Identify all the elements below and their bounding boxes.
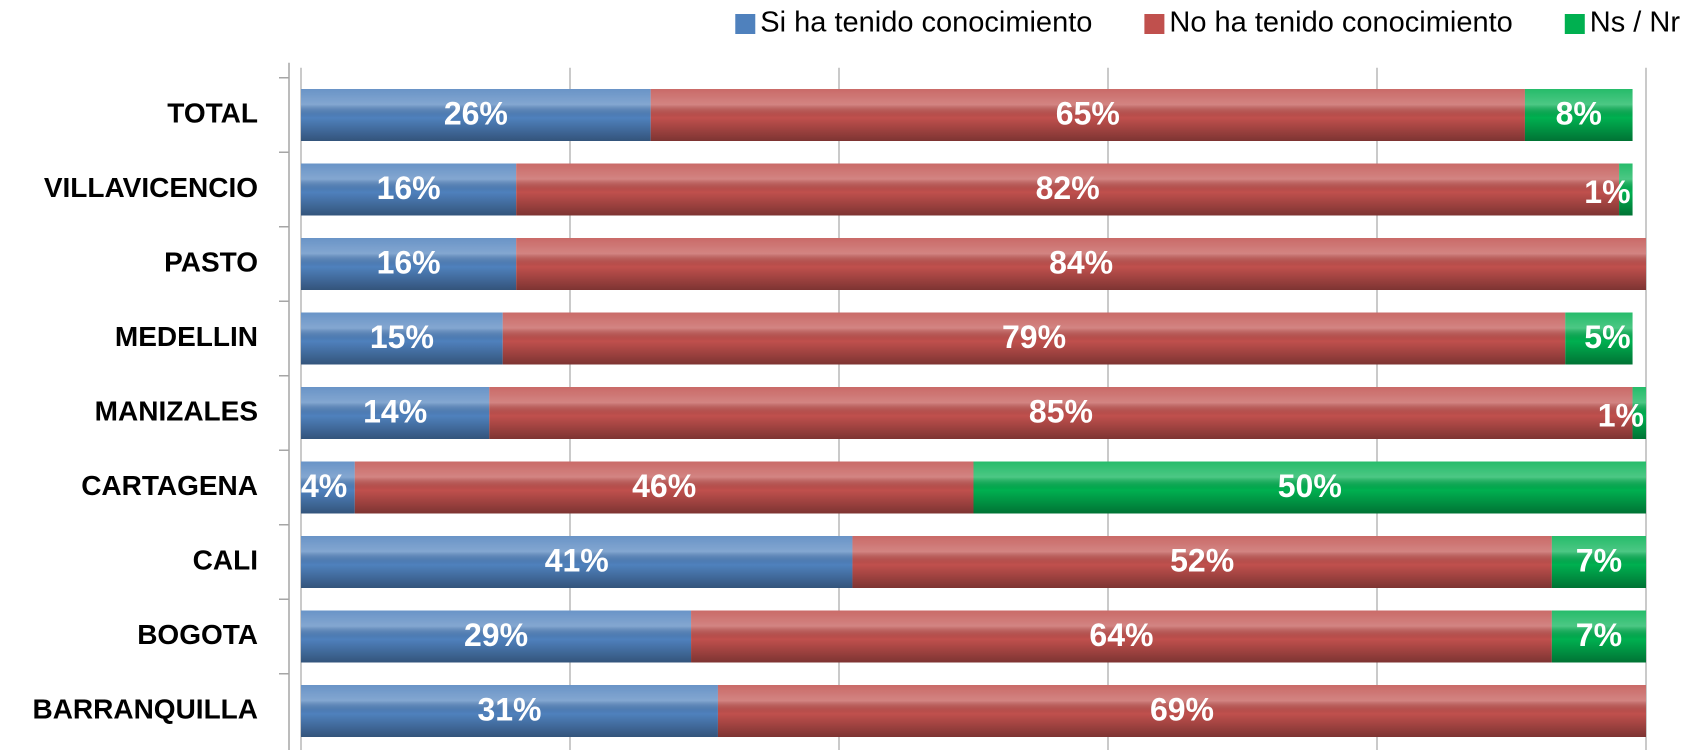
value-label: 69% — [1150, 691, 1214, 727]
bar-shine — [301, 610, 692, 663]
category-label: VILLAVICENCIO — [44, 172, 258, 203]
legend-swatch — [1144, 14, 1165, 34]
bar-shine — [301, 685, 718, 737]
value-label: 41% — [545, 542, 609, 578]
legend-swatch — [1564, 14, 1585, 34]
bar-shine — [1565, 312, 1633, 365]
bar-shine — [1551, 610, 1646, 663]
bar-shine — [1632, 387, 1646, 439]
category-label: BARRANQUILLA — [32, 693, 258, 724]
bar-shine — [301, 312, 503, 365]
legend-label: Ns / Nr — [1590, 7, 1681, 39]
bar-shine — [650, 89, 1525, 141]
bar-shine — [301, 238, 517, 290]
bar-shine — [691, 610, 1552, 663]
value-label: 31% — [477, 691, 541, 727]
value-label: 1% — [1584, 174, 1630, 210]
bar-shine — [516, 163, 1620, 216]
value-label: 79% — [1002, 319, 1066, 355]
value-label: 7% — [1576, 617, 1622, 653]
bar-shine — [1619, 163, 1633, 216]
bar-shine — [852, 536, 1552, 588]
value-label: 26% — [444, 95, 508, 131]
value-label: 1% — [1598, 397, 1644, 433]
value-label: 15% — [370, 319, 434, 355]
value-label: 84% — [1049, 244, 1113, 280]
category-label: MEDELLIN — [115, 321, 258, 352]
value-label: 52% — [1170, 542, 1234, 578]
bar-shine — [717, 685, 1646, 737]
category-label: CARTAGENA — [81, 470, 258, 501]
legend-label: Si ha tenido conocimiento — [760, 7, 1092, 39]
bar-shine — [354, 461, 974, 514]
value-label: 5% — [1584, 319, 1630, 355]
bar-shine — [502, 312, 1566, 365]
bar-shine — [301, 536, 853, 588]
bar-shine — [301, 461, 355, 514]
value-label: 16% — [377, 170, 441, 206]
value-label: 65% — [1056, 95, 1120, 131]
value-label: 4% — [301, 468, 347, 504]
value-label: 7% — [1576, 542, 1622, 578]
legend-swatch — [735, 14, 756, 34]
category-label: TOTAL — [167, 97, 258, 128]
value-label: 85% — [1029, 393, 1093, 429]
value-label: 16% — [377, 244, 441, 280]
category-label: BOGOTA — [137, 619, 258, 650]
category-label: MANIZALES — [95, 395, 258, 426]
bar-shine — [516, 238, 1647, 290]
legend-label: No ha tenido conocimiento — [1169, 7, 1512, 39]
category-label: CALI — [193, 544, 258, 575]
category-label: PASTO — [164, 246, 258, 277]
value-label: 29% — [464, 617, 528, 653]
value-label: 14% — [363, 393, 427, 429]
value-label: 64% — [1089, 617, 1153, 653]
bar-shine — [301, 387, 490, 439]
value-label: 46% — [632, 468, 696, 504]
bar-shine — [301, 163, 517, 216]
bar-shine — [973, 461, 1646, 514]
bar-shine — [1551, 536, 1646, 588]
value-label: 82% — [1036, 170, 1100, 206]
bar-shine — [301, 89, 651, 141]
value-label: 50% — [1278, 468, 1342, 504]
bar-shine — [489, 387, 1633, 439]
bar-shine — [1524, 89, 1633, 141]
value-label: 8% — [1556, 95, 1602, 131]
